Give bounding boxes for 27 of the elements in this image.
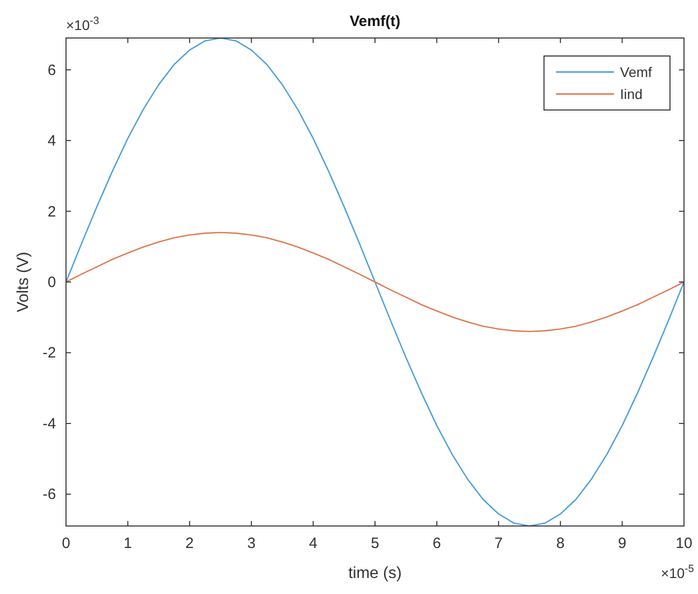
y-tick-label: 2 <box>48 203 56 220</box>
y-tick-label: 6 <box>48 62 56 79</box>
x-tick-label: 3 <box>247 535 256 552</box>
x-tick-label: 7 <box>494 535 503 552</box>
line-series <box>66 232 684 332</box>
x-tick-label: 0 <box>62 535 70 552</box>
y-tick-label: -2 <box>42 344 56 362</box>
y-tick-label: 4 <box>48 132 56 150</box>
text: ×10$^{-5}$ <box>660 563 694 581</box>
x-tick-label: 9 <box>618 535 626 552</box>
x-tick-label: 8 <box>556 535 565 552</box>
line-series <box>66 37 684 527</box>
legend-label: Iind <box>620 86 643 102</box>
chart-title: Vemf(t) <box>350 13 400 30</box>
y-tick-label: -4 <box>42 415 56 432</box>
legend-label: Vemf <box>620 64 652 80</box>
y-tick-label: -6 <box>42 486 56 504</box>
x-axis-title: time (s) <box>348 565 402 582</box>
x-tick-label: 2 <box>185 535 194 552</box>
text: ×10$^{-3}$ <box>66 15 100 33</box>
x-tick-label: 4 <box>309 535 318 552</box>
x-tick-label: 1 <box>124 535 132 552</box>
y-axis-title: Volts (V) <box>15 252 32 312</box>
x-tick-label: 6 <box>432 535 441 552</box>
y-tick-label: 0 <box>48 274 56 291</box>
x-tick-label: 5 <box>370 535 380 552</box>
x-tick-label: 10 <box>676 535 692 552</box>
